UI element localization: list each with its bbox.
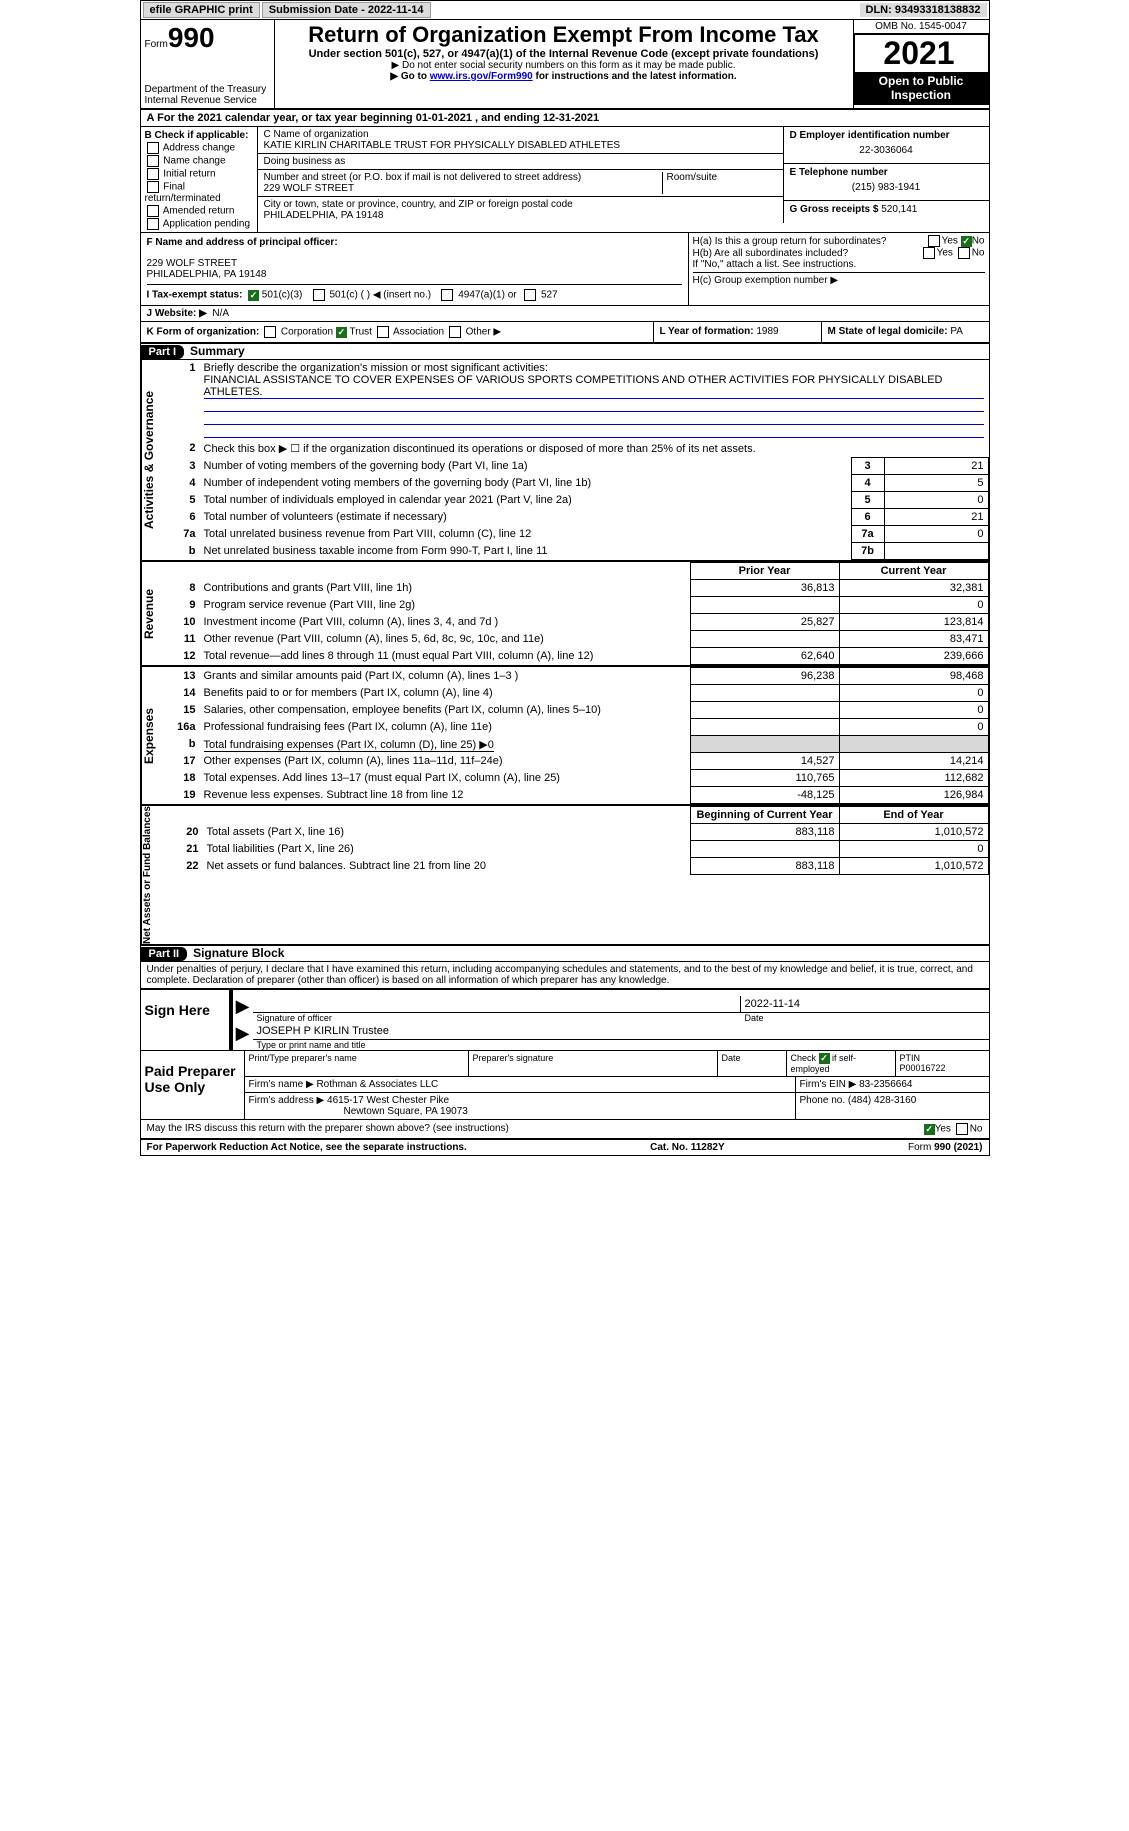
officer-addr1: 229 WOLF STREET [147, 258, 682, 269]
check-final[interactable]: Final return/terminated [145, 181, 253, 204]
check-label-b: B Check if applicable: [145, 130, 253, 141]
rev-table: Prior YearCurrent Year 8Contributions an… [166, 562, 989, 665]
section-h: H(a) Is this a group return for subordin… [689, 233, 989, 305]
check-name[interactable]: Name change [145, 155, 253, 167]
paid-preparer-section: Paid Preparer Use Only Print/Type prepar… [141, 1051, 989, 1120]
check-icon: ✓ [819, 1053, 830, 1064]
revenue-section: Revenue Prior YearCurrent Year 8Contribu… [141, 562, 989, 667]
irs-link[interactable]: www.irs.gov/Form990 [430, 71, 533, 82]
check-initial[interactable]: Initial return [145, 168, 253, 180]
form-header: Form990 Department of the Treasury Inter… [141, 20, 989, 110]
vert-revenue: Revenue [141, 562, 166, 665]
check-icon: ✓ [248, 290, 259, 301]
topbar: efile GRAPHIC print Submission Date - 20… [141, 1, 989, 20]
perjury-declaration: Under penalties of perjury, I declare th… [141, 962, 989, 990]
part-ii-header: Part IISignature Block [141, 946, 989, 962]
phone-block: E Telephone number (215) 983-1941 [784, 164, 989, 201]
line-k: K Form of organization: Corporation ✓ Tr… [141, 322, 989, 344]
vert-governance: Activities & Governance [141, 360, 166, 560]
form-subtitle-1: Under section 501(c), 527, or 4947(a)(1)… [279, 48, 849, 60]
street-block: Number and street (or P.O. box if mail i… [258, 170, 783, 197]
form-subtitle-3: ▶ Go to www.irs.gov/Form990 for instruct… [279, 71, 849, 82]
check-icon: ✓ [924, 1124, 935, 1135]
form-number: 990 [168, 22, 215, 53]
ein-block: D Employer identification number 22-3036… [784, 127, 989, 164]
paid-preparer-label: Paid Preparer Use Only [141, 1051, 244, 1119]
efile-label: efile GRAPHIC print [143, 2, 260, 18]
page-footer: For Paperwork Reduction Act Notice, see … [141, 1140, 989, 1155]
net-table: Beginning of Current YearEnd of Year 20T… [169, 806, 989, 875]
gov-table: 1Briefly describe the organization's mis… [166, 360, 989, 560]
form-title: Return of Organization Exempt From Incom… [279, 22, 849, 48]
tax-year: 2021 [855, 35, 988, 72]
arrow-icon: ▶ [233, 996, 253, 1023]
city-block: City or town, state or province, country… [258, 197, 783, 223]
line-i: I Tax-exempt status: ✓ 501(c)(3) 501(c) … [147, 284, 682, 301]
exp-table: 13Grants and similar amounts paid (Part … [166, 667, 989, 804]
gross-receipts: G Gross receipts $ 520,141 [784, 201, 989, 218]
dba-block: Doing business as [258, 154, 783, 170]
principal-officer: F Name and address of principal officer: [147, 237, 682, 248]
dln: DLN: 93493318138832 [860, 3, 987, 17]
check-amended[interactable]: Amended return [145, 205, 253, 217]
open-public-inspection: Open to Public Inspection [855, 72, 988, 104]
net-assets-section: Net Assets or Fund Balances Beginning of… [141, 806, 989, 946]
sign-here-label: Sign Here [141, 990, 229, 1050]
org-name-block: C Name of organization KATIE KIRLIN CHAR… [258, 127, 783, 154]
form-prefix: Form [145, 39, 168, 50]
check-icon: ✓ [336, 327, 347, 338]
irs-discuss-row: May the IRS discuss this return with the… [141, 1120, 989, 1140]
officer-name: JOSEPH P KIRLIN Trustee [253, 1023, 989, 1040]
submission-date: Submission Date - 2022-11-14 [262, 2, 431, 18]
arrow-icon: ▶ [233, 1023, 253, 1050]
expenses-section: Expenses 13Grants and similar amounts pa… [141, 667, 989, 806]
check-icon: ✓ [961, 236, 972, 247]
check-pending[interactable]: Application pending [145, 218, 253, 230]
line-j-website: J Website: ▶ N/A [141, 306, 989, 322]
form-subtitle-2: ▶ Do not enter social security numbers o… [279, 60, 849, 71]
dept-treasury: Department of the Treasury Internal Reve… [145, 84, 270, 106]
line-a-tax-year: A For the 2021 calendar year, or tax yea… [141, 110, 989, 127]
officer-signature-line: 2022-11-14 [253, 996, 989, 1013]
vert-net-assets: Net Assets or Fund Balances [141, 806, 169, 944]
vert-expenses: Expenses [141, 667, 166, 804]
part-i-header: Part ISummary [141, 344, 989, 360]
omb-number: OMB No. 1545-0047 [854, 20, 989, 34]
section-b-checkboxes: B Check if applicable: Address change Na… [141, 127, 258, 232]
check-address[interactable]: Address change [145, 142, 253, 154]
summary-body: Activities & Governance 1Briefly describ… [141, 360, 989, 562]
officer-addr2: PHILADELPHIA, PA 19148 [147, 269, 682, 280]
